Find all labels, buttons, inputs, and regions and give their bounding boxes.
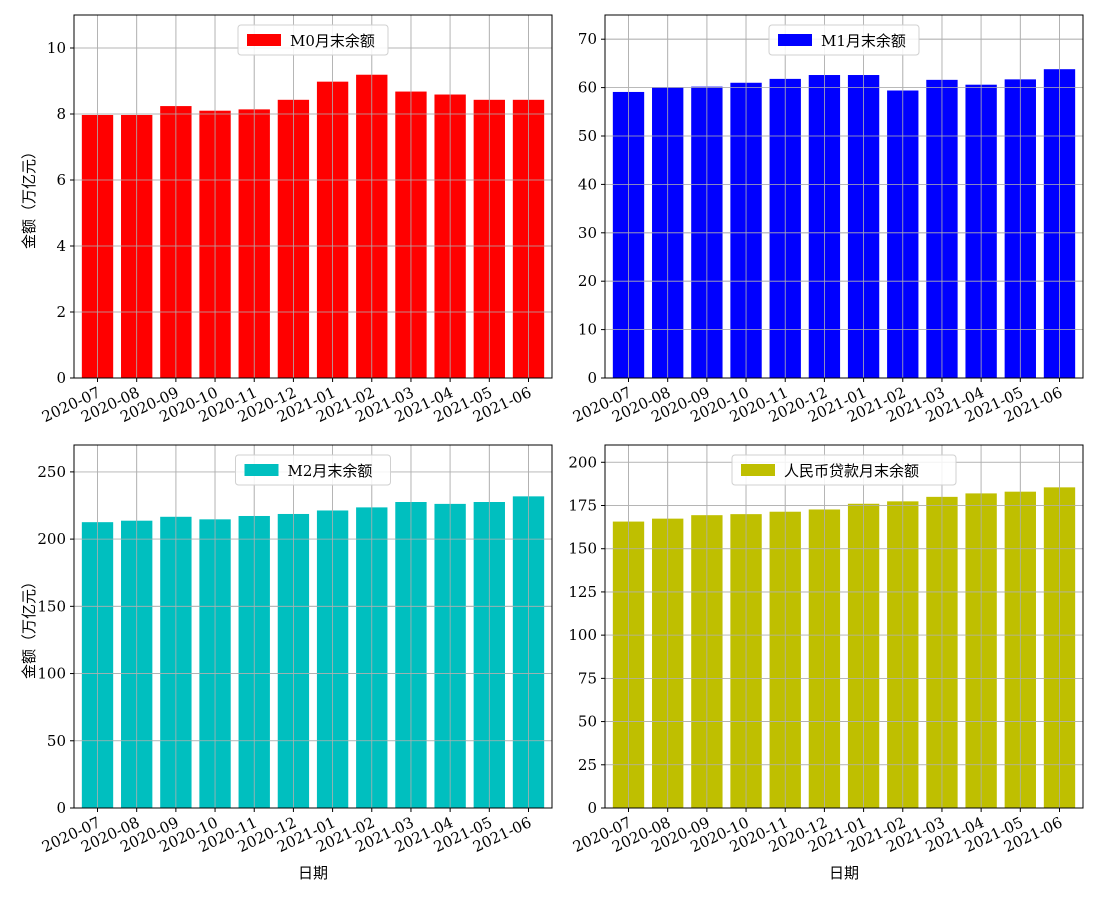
axes-frame (604, 14, 1084, 379)
y-tick-label: 60 (578, 79, 597, 97)
y-tick-label: 250 (37, 463, 66, 481)
axes-frame (73, 444, 553, 809)
x-axis-label: 日期 (298, 864, 328, 882)
y-tick-label: 8 (56, 105, 66, 123)
y-ticks: 0 10 20 30 40 50 60 70 (578, 30, 605, 387)
legend-swatch (741, 464, 775, 476)
y-tick-label: 20 (578, 272, 597, 290)
chart-panel-3: 0501001502002502020-072020-082020-092020… (20, 444, 553, 882)
y-tick-label: 200 (568, 453, 597, 471)
legend-box (731, 454, 957, 486)
y-tick-label: 75 (578, 669, 597, 687)
legend: M0月末余额 (237, 24, 389, 56)
y-tick-label: 150 (568, 540, 597, 558)
y-tick-label: 30 (578, 224, 597, 242)
grid-overlay (605, 15, 1083, 379)
y-tick-label: 0 (587, 369, 597, 387)
legend-label: M0月末余额 (290, 32, 375, 50)
y-tick-label: 10 (47, 39, 66, 57)
axes-frame (73, 14, 553, 379)
legend-label: M1月末余额 (821, 32, 906, 50)
y-tick-label: 0 (56, 369, 66, 387)
y-tick-label: 4 (56, 237, 66, 255)
y-tick-label: 0 (587, 799, 597, 817)
y-ticks: 0 25 50 75 100 125 150 175 200 (568, 453, 605, 817)
legend: 人民币贷款月末余额 (731, 454, 957, 486)
legend-box (235, 454, 391, 486)
y-tick-label: 50 (578, 713, 597, 731)
y-tick-label: 150 (37, 597, 66, 615)
x-axis-label: 日期 (829, 864, 859, 882)
chart-panel-4: 02550751001251501752002020-072020-082020… (568, 444, 1084, 882)
y-tick-label: 50 (47, 732, 66, 750)
legend-swatch (244, 464, 279, 476)
y-tick-label: 10 (578, 321, 597, 339)
y-tick-label: 25 (578, 756, 597, 774)
legend-box (768, 24, 920, 56)
legend-swatch (778, 34, 812, 46)
y-axis-label: 金额（万亿元） (20, 144, 38, 249)
y-tick-label: 175 (568, 497, 597, 515)
y-tick-label: 70 (578, 30, 597, 48)
grid-overlay (74, 445, 552, 809)
axes-frame (604, 444, 1084, 809)
legend-label: 人民币贷款月末余额 (784, 462, 919, 480)
legend-label: M2月末余额 (288, 462, 373, 480)
y-axis-label: 金额（万亿元） (20, 574, 38, 679)
y-tick-label: 125 (568, 583, 597, 601)
legend: M1月末余额 (768, 24, 920, 56)
y-tick-label: 6 (56, 171, 66, 189)
y-tick-label: 50 (578, 127, 597, 145)
legend-swatch (247, 34, 281, 46)
y-tick-label: 200 (37, 530, 66, 548)
grid-overlay (605, 445, 1083, 809)
legend-box (237, 24, 389, 56)
y-tick-label: 40 (578, 175, 597, 193)
y-tick-label: 2 (56, 303, 66, 321)
y-tick-label: 0 (56, 799, 66, 817)
y-tick-label: 100 (568, 626, 597, 644)
y-ticks: 0 2 4 6 8 10 (47, 39, 74, 387)
y-ticks: 0 50 100 150 200 250 (37, 463, 74, 817)
y-tick-label: 100 (37, 665, 66, 683)
legend: M2月末余额 (235, 454, 391, 486)
chart-panel-1: 02468102020-072020-082020-092020-102020-… (20, 14, 553, 426)
